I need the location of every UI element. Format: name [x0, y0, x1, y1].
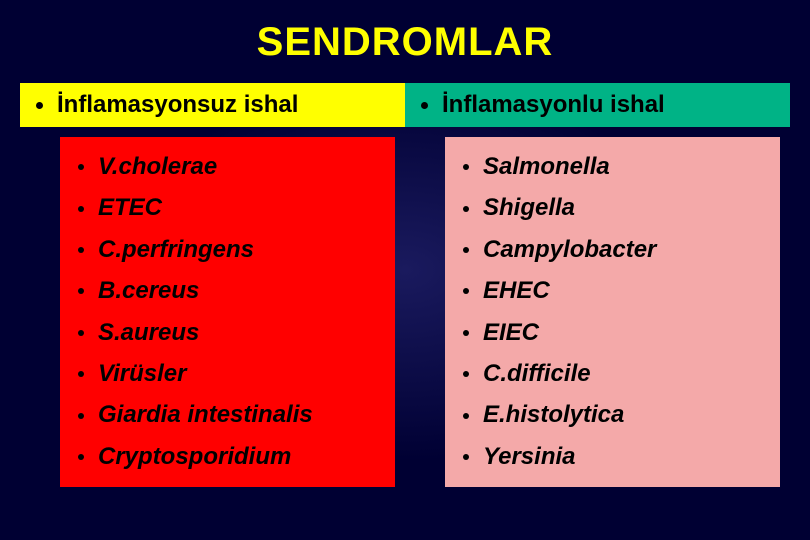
item-text: E.histolytica — [483, 399, 624, 431]
list-item: EHEC — [463, 275, 762, 307]
list-item: Cryptosporidium — [78, 441, 377, 473]
list-item: S.aureus — [78, 317, 377, 349]
bullet-icon — [78, 206, 84, 212]
bullet-icon — [78, 330, 84, 336]
list-item: Yersinia — [463, 441, 762, 473]
left-column: İnflamasyonsuz ishal V.cholerae ETEC C.p… — [20, 83, 405, 487]
list-item: B.cereus — [78, 275, 377, 307]
item-text: ETEC — [98, 192, 162, 224]
item-text: S.aureus — [98, 317, 199, 349]
bullet-icon — [463, 371, 469, 377]
bullet-icon — [78, 413, 84, 419]
left-column-header: İnflamasyonsuz ishal — [20, 83, 405, 127]
bullet-icon — [78, 454, 84, 460]
bullet-icon — [463, 330, 469, 336]
list-item: Giardia intestinalis — [78, 399, 377, 431]
list-item: Shigella — [463, 192, 762, 224]
right-column-header: İnflamasyonlu ishal — [405, 83, 790, 127]
item-text: Yersinia — [483, 441, 576, 473]
list-item: C.perfringens — [78, 234, 377, 266]
list-item: Campylobacter — [463, 234, 762, 266]
item-text: EIEC — [483, 317, 539, 349]
list-item: V.cholerae — [78, 151, 377, 183]
bullet-icon — [78, 247, 84, 253]
right-column: İnflamasyonlu ishal Salmonella Shigella … — [405, 83, 790, 487]
item-text: Campylobacter — [483, 234, 656, 266]
list-item: E.histolytica — [463, 399, 762, 431]
left-column-header-text: İnflamasyonsuz ishal — [57, 91, 298, 119]
bullet-icon — [463, 454, 469, 460]
list-item: ETEC — [78, 192, 377, 224]
list-item: Salmonella — [463, 151, 762, 183]
bullet-icon — [421, 102, 428, 109]
bullet-icon — [78, 164, 84, 170]
item-text: V.cholerae — [98, 151, 217, 183]
slide: SENDROMLAR İnflamasyonsuz ishal V.choler… — [0, 0, 810, 540]
slide-title: SENDROMLAR — [10, 20, 800, 65]
bullet-icon — [463, 247, 469, 253]
bullet-icon — [36, 102, 43, 109]
right-inner-box: Salmonella Shigella Campylobacter EHEC E… — [445, 137, 780, 487]
list-item: C.difficile — [463, 358, 762, 390]
item-text: C.difficile — [483, 358, 591, 390]
bullet-icon — [463, 206, 469, 212]
item-text: B.cereus — [98, 275, 199, 307]
item-text: Shigella — [483, 192, 575, 224]
item-text: Salmonella — [483, 151, 610, 183]
item-text: EHEC — [483, 275, 550, 307]
list-item: Virüsler — [78, 358, 377, 390]
item-text: C.perfringens — [98, 234, 254, 266]
bullet-icon — [78, 371, 84, 377]
columns-container: İnflamasyonsuz ishal V.cholerae ETEC C.p… — [10, 83, 800, 487]
bullet-icon — [463, 164, 469, 170]
item-text: Cryptosporidium — [98, 441, 291, 473]
left-inner-box: V.cholerae ETEC C.perfringens B.cereus S… — [60, 137, 395, 487]
list-item: EIEC — [463, 317, 762, 349]
item-text: Virüsler — [98, 358, 187, 390]
bullet-icon — [463, 288, 469, 294]
bullet-icon — [463, 413, 469, 419]
item-text: Giardia intestinalis — [98, 399, 313, 431]
right-column-header-text: İnflamasyonlu ishal — [442, 91, 665, 119]
bullet-icon — [78, 288, 84, 294]
